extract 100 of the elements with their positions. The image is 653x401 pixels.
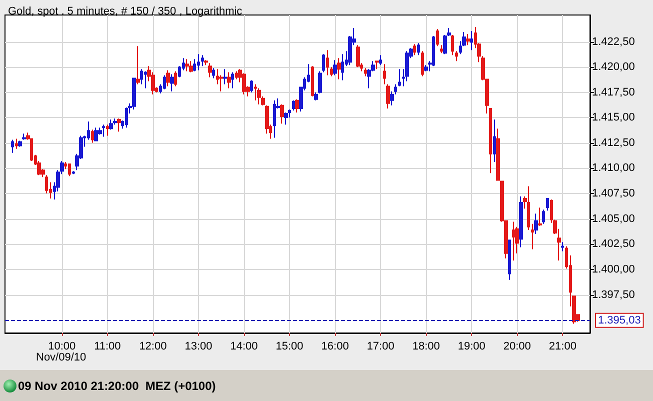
candlestick [333, 60, 337, 76]
candlestick [250, 80, 253, 93]
candlestick [174, 70, 177, 87]
x-tick-label: 11:00 [94, 340, 121, 352]
x-tick-label: 16:00 [321, 340, 349, 352]
x-tick-label: 15:00 [276, 340, 304, 352]
x-tick-label: 20:00 [503, 340, 531, 352]
candlestick [493, 119, 496, 162]
candlestick [546, 198, 549, 212]
candlestick [519, 196, 523, 248]
y-tick-label: 1.397,50 [592, 289, 635, 302]
candlestick [136, 46, 140, 85]
candlestick [436, 28, 439, 47]
candlestick [94, 127, 98, 142]
candlestick [144, 70, 147, 89]
candlestick [163, 74, 166, 90]
candlestick [125, 106, 128, 128]
candlestick [235, 70, 238, 80]
candlestick [284, 112, 288, 126]
candlestick [398, 68, 401, 87]
text: 09 Nov 2010 21:20:00 MEZ (+0100) [18, 378, 216, 392]
candlestick [318, 70, 322, 94]
candlestick [531, 223, 534, 250]
candlestick [280, 104, 284, 124]
candlestick [265, 104, 269, 134]
candlestick [170, 74, 174, 92]
y-tick-label: 1.407,50 [592, 187, 635, 200]
candlestick [208, 62, 212, 78]
candlestick [561, 242, 564, 252]
candlestick [326, 50, 329, 76]
candlestick [375, 60, 379, 70]
candlestick [470, 30, 473, 51]
candlestick [113, 118, 117, 126]
text: Nov/09/10 [36, 352, 86, 364]
candlestick [534, 213, 538, 235]
candlestick [72, 170, 75, 175]
y-tick-label: 1.410,00 [592, 162, 635, 174]
y-tick-label: 1.412,50 [592, 136, 635, 149]
candlestick [330, 66, 333, 77]
candlestick [489, 108, 492, 174]
y-tick-label: 1.400,00 [592, 264, 635, 276]
candlestick [424, 64, 428, 72]
x-tick-label: 19:00 [458, 340, 486, 352]
candlestick [254, 84, 257, 101]
candlestick [242, 72, 246, 95]
candlestick [197, 54, 200, 71]
candlestick [117, 118, 121, 132]
candlestick [91, 129, 94, 144]
candlestick [223, 68, 227, 85]
candlestick [140, 68, 143, 85]
candlestick [231, 72, 234, 89]
candlestick [292, 100, 295, 111]
candlestick [273, 100, 276, 138]
y-tick-label: 1.420,00 [592, 61, 635, 74]
y-tick-label: 1.405,00 [592, 212, 635, 225]
candlestick [527, 186, 530, 230]
candlestick [18, 140, 22, 148]
candlestick [201, 54, 204, 67]
candlestick [432, 36, 435, 67]
candlestick [508, 240, 511, 280]
candlestick [15, 138, 18, 150]
candlestick [364, 68, 367, 77]
candlestick [132, 78, 136, 110]
candlestick [22, 133, 26, 140]
candlestick [386, 84, 390, 109]
candlestick [295, 98, 299, 113]
candlestick [68, 164, 71, 177]
candlestick [257, 88, 261, 105]
candlestick [106, 124, 109, 136]
y-tick-label: 1.422,50 [592, 36, 635, 48]
candlestick [102, 124, 105, 138]
x-tick-label: 21:00 [548, 340, 576, 352]
candlestick [166, 70, 170, 87]
y-tick-label: 1.415,00 [592, 112, 635, 124]
candlestick [11, 139, 14, 154]
candlestick [322, 54, 325, 73]
candlestick [421, 50, 424, 77]
candlestick [512, 221, 515, 261]
candlestick [189, 60, 193, 73]
candlestick [413, 44, 416, 56]
candlestick [337, 58, 341, 80]
candlestick [538, 207, 542, 226]
candlestick [451, 34, 454, 56]
candlestick [455, 50, 458, 62]
candlestick [417, 42, 420, 56]
candlestick [314, 92, 318, 101]
candlestick [440, 44, 443, 54]
candlestick [109, 119, 113, 130]
candlestick [311, 66, 314, 97]
x-tick-label: 12:00 [139, 340, 167, 352]
candlestick [496, 128, 500, 181]
candlestick [185, 58, 189, 72]
candlestick [466, 34, 470, 46]
x-tick-label: 13:00 [184, 340, 212, 352]
candlestick [227, 72, 231, 89]
ref-line-label: 1.395,03 [598, 314, 641, 326]
candlestick [379, 54, 382, 66]
candlestick [383, 64, 386, 85]
candlestick [356, 44, 360, 68]
candlestick [204, 60, 208, 66]
